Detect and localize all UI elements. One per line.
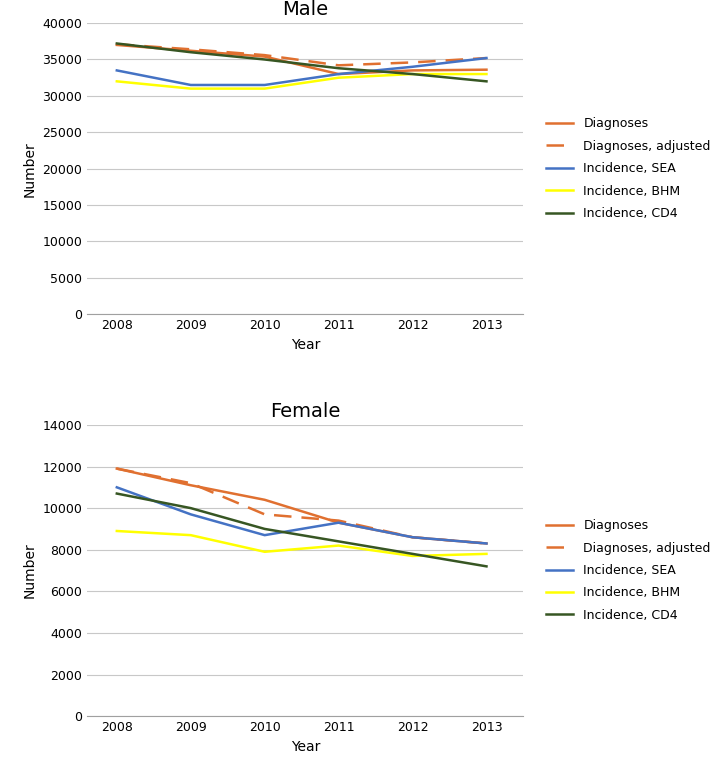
X-axis label: Year: Year <box>291 338 320 352</box>
Title: Female: Female <box>270 402 340 420</box>
Y-axis label: Number: Number <box>23 543 37 598</box>
X-axis label: Year: Year <box>291 739 320 754</box>
Legend: Diagnoses, Diagnoses, adjusted, Incidence, SEA, Incidence, BHM, Incidence, CD4: Diagnoses, Diagnoses, adjusted, Incidenc… <box>541 112 716 225</box>
Y-axis label: Number: Number <box>23 141 37 196</box>
Title: Male: Male <box>282 0 329 18</box>
Legend: Diagnoses, Diagnoses, adjusted, Incidence, SEA, Incidence, BHM, Incidence, CD4: Diagnoses, Diagnoses, adjusted, Incidenc… <box>541 514 716 627</box>
